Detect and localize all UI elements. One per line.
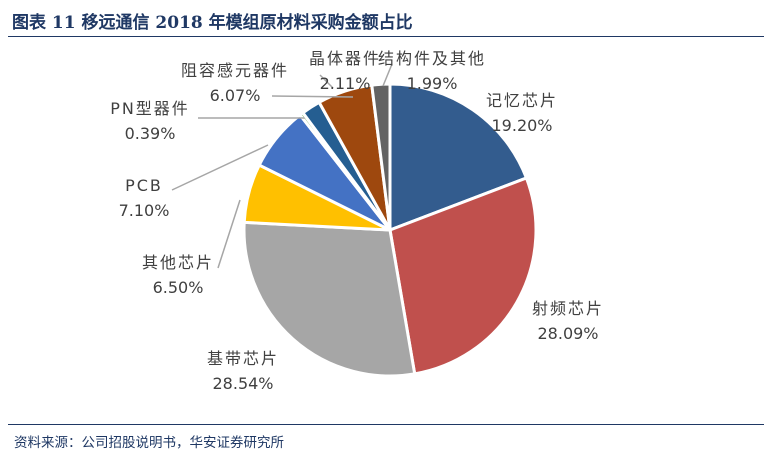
chart-title: 图表 11 移远通信 2018 年模组原材料采购金额占比 — [12, 13, 413, 33]
leader-line-4 — [217, 199, 241, 269]
slice-value: 28.09% — [537, 324, 599, 343]
slice-name: 基带芯片 — [206, 349, 280, 368]
slice-name: 晶体器件 — [308, 49, 382, 68]
slice-value: 28.54% — [212, 374, 274, 393]
slice-name: PN型器件 — [110, 99, 190, 118]
slice-name: PCB — [125, 176, 163, 195]
leader-line-8 — [271, 95, 354, 98]
slice-value: 6.50% — [152, 278, 204, 297]
data-label-7: 晶体器件 2.11% — [309, 46, 381, 96]
data-label-5: PCB 7.10% — [119, 173, 170, 223]
title-divider — [8, 36, 764, 37]
data-label-3: 基带芯片 28.54% — [207, 346, 279, 396]
leader-line-7 — [319, 74, 334, 89]
pie-slice-9 — [370, 82, 392, 231]
source-note: 资料来源：公司招股说明书，华安证券研究所 — [14, 435, 284, 451]
slice-value: 6.07% — [209, 86, 261, 105]
slice-value: 1.99% — [406, 74, 458, 93]
data-label-6: PN型器件 0.39% — [110, 96, 190, 146]
pie-slice-1 — [388, 82, 529, 233]
slice-value: 19.20% — [491, 116, 553, 135]
slice-name: 阻容感元器件 — [180, 61, 290, 80]
data-label-8: 阻容感元器件 6.07% — [181, 58, 289, 108]
slice-value: 2.11% — [319, 74, 371, 93]
slice-value: 7.10% — [118, 201, 170, 220]
slice-name: 结构件及其他 — [377, 49, 487, 68]
footer-divider — [8, 424, 764, 425]
data-label-2: 射频芯片 28.09% — [532, 296, 604, 346]
slice-name: 射频芯片 — [531, 299, 605, 318]
leader-line-5 — [171, 144, 269, 191]
data-label-9: 结构件及其他 1.99% — [378, 46, 486, 96]
data-label-4: 其他芯片 6.50% — [142, 250, 214, 300]
pie-slice-2 — [388, 176, 538, 376]
slice-value: 0.39% — [124, 124, 176, 143]
slice-name: 记忆芯片 — [485, 91, 559, 110]
data-label-1: 记忆芯片 19.20% — [486, 88, 558, 138]
leader-line-9 — [382, 63, 393, 87]
slice-name: 其他芯片 — [141, 253, 215, 272]
pie-slice-3 — [242, 220, 417, 378]
